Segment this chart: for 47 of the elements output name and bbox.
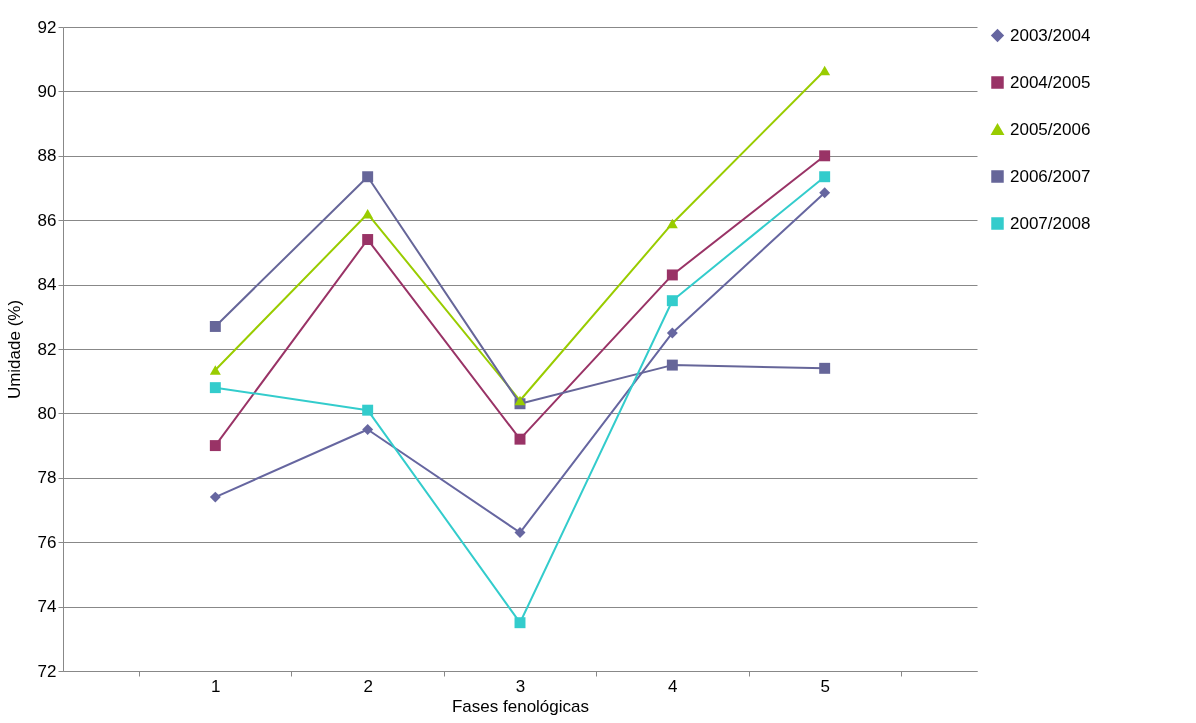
legend-label: 2004/2005 bbox=[1010, 72, 1091, 92]
x-tick-label: 2 bbox=[363, 676, 373, 696]
point bbox=[209, 440, 221, 452]
point bbox=[819, 171, 831, 183]
y-tick-label: 92 bbox=[37, 17, 57, 37]
y-tick-label: 76 bbox=[37, 532, 57, 552]
point bbox=[514, 617, 526, 629]
legend-label: 2003/2004 bbox=[1010, 25, 1091, 45]
point bbox=[209, 365, 221, 375]
y-tick-label: 78 bbox=[37, 468, 57, 488]
point bbox=[514, 395, 526, 406]
legend-label: 2005/2006 bbox=[1010, 119, 1091, 139]
point bbox=[362, 424, 374, 435]
point bbox=[209, 491, 221, 503]
point bbox=[514, 433, 526, 445]
legend-label: 2007/2008 bbox=[1010, 213, 1091, 233]
point bbox=[666, 359, 678, 371]
point bbox=[514, 527, 526, 539]
x-axis-title: Fases fenológicas bbox=[451, 696, 590, 716]
y-tick-label: 72 bbox=[37, 661, 57, 681]
y-tick-label: 88 bbox=[37, 146, 57, 166]
point bbox=[209, 382, 221, 394]
x-tick-label: 4 bbox=[668, 676, 678, 696]
point bbox=[819, 362, 831, 374]
x-tick-label: 5 bbox=[820, 676, 830, 696]
point bbox=[666, 269, 678, 281]
point bbox=[362, 404, 374, 416]
y-tick-label: 86 bbox=[37, 210, 57, 230]
point bbox=[362, 171, 374, 183]
y-axis-title: Umidade (%) bbox=[4, 299, 24, 400]
point bbox=[666, 327, 678, 339]
y-tick-label: 84 bbox=[37, 275, 57, 295]
y-tick-label: 90 bbox=[37, 81, 57, 101]
y-tick-label: 80 bbox=[37, 403, 57, 423]
point bbox=[666, 295, 678, 307]
x-tick-label: 1 bbox=[211, 676, 221, 696]
point bbox=[819, 187, 831, 199]
x-tick-label: 3 bbox=[515, 676, 526, 696]
point bbox=[819, 65, 831, 76]
point bbox=[666, 218, 678, 229]
point bbox=[209, 320, 221, 332]
point bbox=[362, 234, 374, 245]
legend-label: 2006/2007 bbox=[1010, 166, 1091, 186]
point bbox=[819, 150, 831, 162]
y-tick-label: 82 bbox=[37, 339, 57, 359]
point bbox=[362, 209, 374, 219]
y-tick-label: 74 bbox=[37, 597, 57, 617]
